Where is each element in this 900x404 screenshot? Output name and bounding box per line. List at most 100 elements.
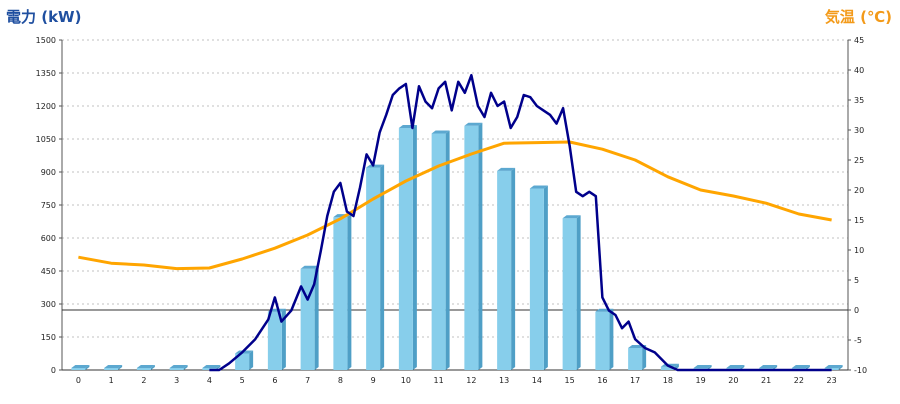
bar-top (791, 365, 810, 368)
right-tick-label: 30 (854, 126, 864, 135)
bar (529, 188, 544, 370)
x-tick-label: 22 (794, 376, 804, 385)
bar-side (412, 125, 417, 370)
left-tick-label: 300 (41, 300, 56, 309)
bar-side (281, 308, 286, 370)
right-tick-label: 40 (854, 66, 864, 75)
x-tick-label: 5 (240, 376, 245, 385)
right-tick-label: -5 (854, 336, 862, 345)
x-tick-label: 20 (728, 376, 738, 385)
temperature-line (78, 140, 832, 271)
bar-top (759, 365, 778, 368)
bar (660, 366, 675, 370)
right-tick-label: 35 (854, 96, 864, 105)
bar-top (431, 130, 450, 134)
bar-top (726, 365, 745, 368)
bar-side (838, 365, 843, 370)
x-tick-label: 8 (338, 376, 343, 385)
left-tick-label: 900 (41, 168, 56, 177)
left-tick-label: 0 (51, 366, 56, 375)
x-tick-label: 18 (663, 376, 673, 385)
bar-side (543, 185, 548, 370)
bar-side (183, 365, 188, 370)
right-tick-label: 25 (854, 156, 864, 165)
bar (333, 217, 348, 370)
x-tick-label: 13 (499, 376, 509, 385)
x-tick-label: 1 (109, 376, 114, 385)
left-tick-label: 450 (41, 267, 56, 276)
bar-side (85, 365, 90, 370)
bar-side (118, 365, 123, 370)
x-tick-label: 9 (371, 376, 376, 385)
left-tick-label: 1200 (36, 102, 56, 111)
bar (300, 268, 315, 370)
bar-side (380, 164, 385, 370)
x-tick-label: 0 (76, 376, 81, 385)
right-tick-label: -10 (854, 366, 867, 375)
bar (267, 311, 282, 370)
bar-top (202, 365, 221, 368)
bar-top (562, 215, 581, 219)
bar (464, 125, 479, 370)
bar-side (314, 265, 319, 370)
bar (104, 368, 119, 370)
bar (235, 353, 250, 370)
left-tick-label: 600 (41, 234, 56, 243)
bar (136, 368, 151, 370)
bar-top (71, 365, 90, 368)
left-tick-label: 1500 (36, 36, 56, 45)
bar (628, 348, 643, 370)
bar-side (576, 215, 581, 370)
bar (497, 170, 512, 370)
x-tick-label: 16 (597, 376, 607, 385)
left-tick-label: 1350 (36, 69, 56, 78)
bar-side (150, 365, 155, 370)
x-tick-label: 7 (305, 376, 310, 385)
x-tick-label: 11 (434, 376, 444, 385)
x-tick-label: 19 (696, 376, 706, 385)
bar-top (104, 365, 123, 368)
bar-top (300, 265, 319, 269)
bar-top (366, 164, 385, 168)
right-tick-label: 45 (854, 36, 864, 45)
bar-top (824, 365, 843, 368)
x-tick-label: 17 (630, 376, 640, 385)
power-line (209, 73, 832, 372)
bar-side (642, 345, 647, 370)
x-tick-label: 12 (466, 376, 476, 385)
bar (169, 368, 184, 370)
right-tick-label: 15 (854, 216, 864, 225)
bar-side (478, 122, 483, 370)
right-tick-label: 0 (854, 306, 859, 315)
bar-side (511, 167, 516, 370)
bar-top (169, 365, 188, 368)
x-tick-label: 2 (141, 376, 146, 385)
bar (431, 133, 446, 370)
x-tick-label: 3 (174, 376, 179, 385)
right-tick-label: 5 (854, 276, 859, 285)
bar (562, 218, 577, 370)
bar (595, 311, 610, 370)
x-tick-label: 23 (827, 376, 837, 385)
bar (366, 167, 381, 370)
bar-side (609, 308, 614, 370)
left-tick-label: 750 (41, 201, 56, 210)
bar (398, 128, 413, 370)
x-tick-label: 10 (401, 376, 411, 385)
right-tick-label: 10 (854, 246, 864, 255)
left-tick-label: 150 (41, 333, 56, 342)
bar-top (529, 185, 548, 189)
right-tick-label: 20 (854, 186, 864, 195)
x-tick-label: 15 (565, 376, 575, 385)
left-axis-title: 電力 (kW) (6, 8, 82, 26)
bar-top (464, 122, 483, 126)
right-axis-title: 気温 (℃) (824, 8, 892, 26)
bar-side (347, 214, 352, 370)
x-tick-label: 14 (532, 376, 542, 385)
bar-top (497, 167, 516, 171)
bar-top (136, 365, 155, 368)
x-tick-label: 6 (272, 376, 277, 385)
bar-side (249, 350, 254, 370)
